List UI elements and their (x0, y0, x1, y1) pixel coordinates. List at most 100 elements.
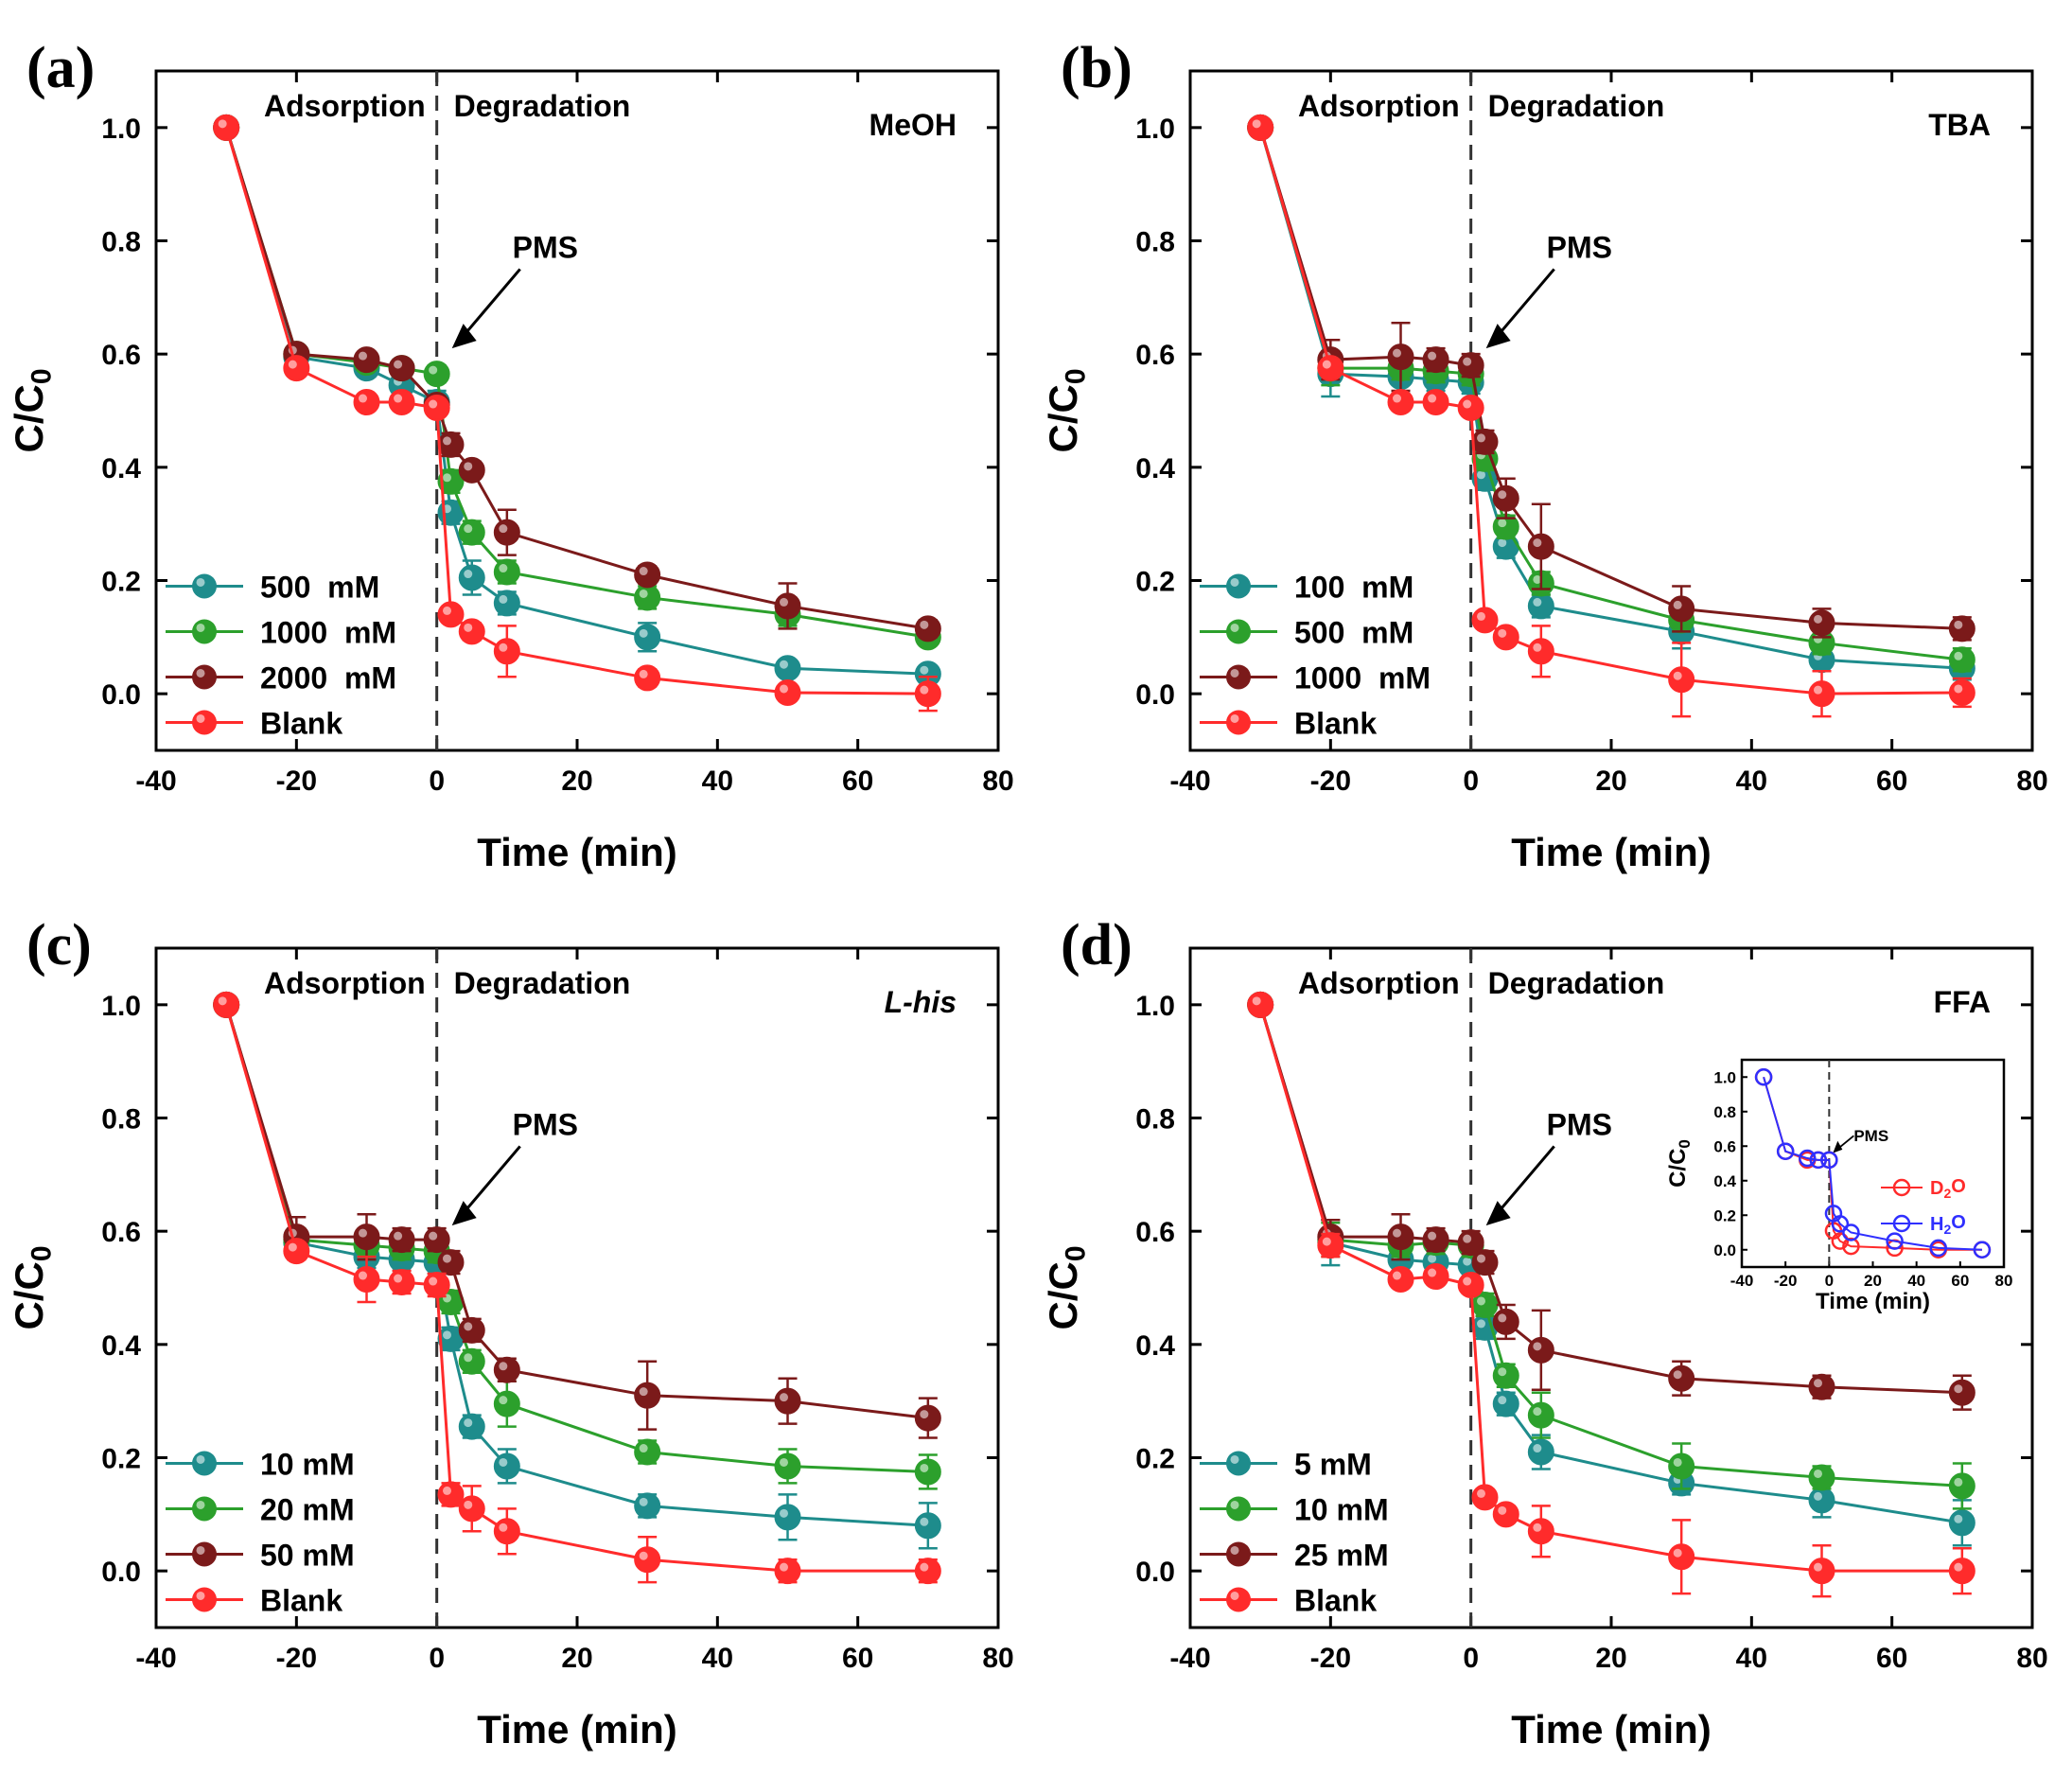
data-point (213, 991, 240, 1018)
y-axis-title: C/C0 (7, 368, 57, 452)
x-axis-title: Time (min) (1511, 1707, 1712, 1752)
legend-label: 2000 mM (260, 660, 396, 695)
y-tick-label: 0.6 (1135, 1217, 1175, 1248)
x-tick-label: 60 (1876, 766, 1907, 797)
legend-marker (192, 573, 217, 599)
y-tick-label: 0.0 (1135, 1557, 1175, 1588)
degradation-label: Degradation (1488, 966, 1665, 1000)
point-highlight (639, 1551, 648, 1560)
legend-label: Blank (1294, 706, 1377, 740)
legend-label: Blank (260, 1583, 342, 1617)
data-point (1527, 1401, 1554, 1429)
legend-marker-highlight (1230, 713, 1239, 723)
legend-item: 500 mM (166, 570, 379, 604)
data-point (458, 456, 485, 484)
y-tick-label: 0.6 (1135, 340, 1175, 371)
data-point (458, 1347, 485, 1375)
legend-marker (1226, 710, 1251, 735)
adsorption-label: Adsorption (264, 89, 426, 123)
point-highlight (780, 660, 788, 669)
inset-pms-arrow-head (1833, 1140, 1843, 1153)
data-point (1422, 1226, 1449, 1254)
point-highlight (1498, 1505, 1507, 1515)
x-tick-label: 0 (1463, 766, 1479, 797)
legend-marker (192, 1496, 217, 1522)
y-tick-label: 0.6 (101, 340, 141, 371)
point-highlight (639, 1387, 648, 1397)
data-point (1808, 680, 1835, 708)
point-highlight (780, 1457, 788, 1467)
y-axis-title: C/C0 (7, 1245, 57, 1329)
x-tick-label: -20 (1310, 1643, 1351, 1674)
point-highlight (1463, 1276, 1472, 1286)
x-tick-label: 60 (842, 1643, 873, 1674)
point-highlight (1954, 684, 1963, 694)
x-tick-label: 0 (429, 1643, 445, 1674)
data-point (283, 355, 310, 382)
point-highlight (464, 1353, 473, 1363)
y-tick-label: 0.8 (1135, 1104, 1175, 1135)
scavenger-label: FFA (1934, 985, 1991, 1019)
legend-item: Blank (166, 706, 342, 740)
point-highlight (1814, 1562, 1822, 1572)
data-point (1808, 1487, 1835, 1514)
data-point (1492, 484, 1519, 512)
y-tick-label: 1.0 (1135, 991, 1175, 1022)
point-highlight (1954, 620, 1963, 629)
data-point (283, 1238, 310, 1265)
series-line (1258, 127, 1962, 630)
data-point (493, 1390, 520, 1417)
point-highlight (1954, 1562, 1963, 1572)
series-1 (213, 991, 941, 1490)
degradation-label: Degradation (1488, 89, 1665, 123)
adsorption-label: Adsorption (1298, 89, 1460, 123)
legend-label: 10 mM (1294, 1492, 1389, 1526)
y-tick-label: 0.4 (1135, 1330, 1175, 1362)
point-highlight (639, 567, 648, 576)
legend-label: 500 mM (1294, 615, 1414, 649)
data-point (1422, 1263, 1449, 1291)
legend-item: 10 mM (166, 1447, 355, 1481)
x-axis-title: Time (min) (1511, 830, 1712, 874)
legend-marker (1226, 1496, 1251, 1522)
point-highlight (920, 1562, 929, 1572)
data-point (423, 361, 450, 388)
legend-marker-highlight (1230, 1454, 1239, 1464)
legend-item: 25 mM (1200, 1538, 1389, 1572)
legend-marker (192, 710, 217, 735)
data-point (458, 618, 485, 645)
point-highlight (920, 665, 929, 675)
y-tick-label: 1.0 (101, 991, 141, 1022)
legend-marker-highlight (1230, 668, 1239, 678)
legend-marker (1226, 1451, 1251, 1476)
data-point (1422, 389, 1449, 416)
point-highlight (1498, 538, 1507, 548)
x-axis-title: Time (min) (477, 1707, 677, 1752)
series-line (224, 127, 929, 639)
data-point (1527, 592, 1554, 620)
legend-marker-highlight (196, 577, 205, 587)
x-tick-label: -40 (1169, 1643, 1210, 1674)
series-3 (1247, 991, 1975, 1598)
point-highlight (499, 1362, 508, 1371)
point-highlight (1814, 1379, 1822, 1388)
point-highlight (1954, 1514, 1963, 1523)
y-tick-label: 0.4 (101, 1330, 141, 1362)
inset-data-point (1831, 1232, 1850, 1250)
y-tick-label: 0.8 (1135, 227, 1175, 258)
legend-item: 2000 mM (166, 660, 396, 695)
inset-data-point (1842, 1237, 1860, 1256)
legend-marker-highlight (196, 623, 205, 632)
point-highlight (780, 1562, 788, 1572)
data-point (213, 114, 240, 141)
data-point (1492, 1362, 1519, 1389)
inset-x-tick-label: 0 (1825, 1272, 1834, 1290)
data-point (388, 1226, 415, 1254)
y-tick-label: 1.0 (1135, 114, 1175, 145)
inset-data-point (1820, 1151, 1838, 1170)
x-tick-label: 80 (2016, 766, 2047, 797)
data-point (493, 1452, 520, 1480)
y-tick-label: 0.2 (1135, 1444, 1175, 1475)
data-point (437, 431, 465, 458)
inset-data-point (1831, 1215, 1850, 1233)
